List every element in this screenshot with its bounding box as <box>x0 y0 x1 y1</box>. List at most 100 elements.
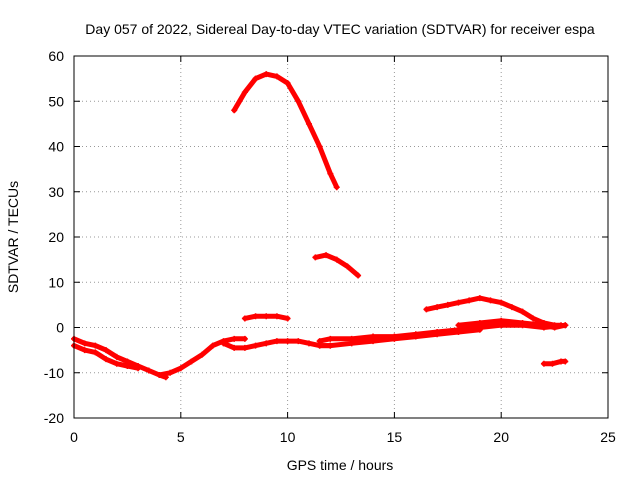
data-point <box>188 358 195 365</box>
data-point <box>466 297 473 304</box>
data-point <box>273 73 280 80</box>
series-line-arc-5 <box>231 71 340 190</box>
data-point <box>444 301 451 308</box>
data-point <box>476 326 483 333</box>
data-point <box>156 372 163 379</box>
series-line-arc-1 <box>71 336 169 380</box>
data-point <box>263 340 270 347</box>
data-point <box>327 170 334 177</box>
x-tick-label: 20 <box>493 429 509 445</box>
y-tick-label: 40 <box>48 139 64 155</box>
data-point <box>455 299 462 306</box>
data-point <box>135 365 142 372</box>
data-point <box>92 342 99 349</box>
data-point <box>316 342 323 349</box>
data-point <box>370 338 377 345</box>
data-point <box>92 349 99 356</box>
data-point <box>508 304 515 311</box>
x-tick-label: 0 <box>70 429 78 445</box>
data-point <box>333 184 340 191</box>
data-point <box>273 313 280 320</box>
data-points <box>71 71 569 381</box>
x-tick-label: 10 <box>280 429 296 445</box>
data-point <box>81 347 88 354</box>
data-point <box>316 143 323 150</box>
data-point <box>220 340 227 347</box>
data-point <box>487 297 494 304</box>
y-tick-label: 10 <box>48 274 64 290</box>
ticks: 0 5 10 15 20 25 -20 -10 0 10 20 30 40 50 60 <box>44 48 616 445</box>
data-point <box>284 80 291 87</box>
data-point <box>103 356 110 363</box>
data-point <box>423 306 430 313</box>
data-point <box>81 340 88 347</box>
data-point <box>241 315 248 322</box>
data-point <box>241 344 248 351</box>
data-point <box>476 319 483 326</box>
data-point <box>434 304 441 311</box>
data-point <box>252 342 259 349</box>
data-point <box>252 75 259 82</box>
data-point <box>113 353 120 360</box>
data-point <box>231 344 238 351</box>
x-tick-label: 5 <box>177 429 185 445</box>
data-point <box>284 338 291 345</box>
data-point <box>124 362 131 369</box>
data-point <box>412 333 419 340</box>
data-point <box>323 252 330 259</box>
y-tick-label: 0 <box>56 320 64 336</box>
data-point <box>295 98 302 105</box>
data-point <box>562 322 569 329</box>
data-point <box>549 360 556 367</box>
data-point <box>305 340 312 347</box>
data-point <box>263 313 270 320</box>
data-point <box>103 347 110 354</box>
data-point <box>391 335 398 342</box>
data-point <box>241 89 248 96</box>
data-point <box>455 322 462 329</box>
data-point <box>199 351 206 358</box>
data-point <box>295 338 302 345</box>
data-point <box>540 322 547 329</box>
chart-title: Day 057 of 2022, Sidereal Day-to-day VTE… <box>85 21 595 37</box>
x-tick-label: 15 <box>387 429 403 445</box>
data-point <box>530 315 537 322</box>
data-point <box>344 263 351 270</box>
y-tick-label: -10 <box>44 365 64 381</box>
y-tick-label: 50 <box>48 93 64 109</box>
y-tick-label: 60 <box>48 48 64 64</box>
data-point <box>231 107 238 114</box>
data-point <box>231 335 238 342</box>
data-point <box>177 365 184 372</box>
data-point <box>252 313 259 320</box>
data-point <box>167 369 174 376</box>
data-point <box>498 317 505 324</box>
y-tick-label: 30 <box>48 184 64 200</box>
data-point <box>551 324 558 331</box>
grid <box>74 56 608 418</box>
y-tick-label: 20 <box>48 229 64 245</box>
y-tick-label: -20 <box>44 410 64 426</box>
data-point <box>519 319 526 326</box>
data-point <box>209 342 216 349</box>
data-point <box>312 254 319 261</box>
data-point <box>476 295 483 302</box>
data-point <box>241 335 248 342</box>
data-point <box>145 367 152 374</box>
data-point <box>355 272 362 279</box>
data-point <box>540 360 547 367</box>
data-point <box>113 360 120 367</box>
y-axis-label: SDTVAR / TECUs <box>5 181 21 293</box>
x-axis-label: GPS time / hours <box>287 457 394 473</box>
data-point <box>263 71 270 78</box>
data-point <box>284 315 291 322</box>
x-tick-label: 25 <box>600 429 616 445</box>
data-point <box>519 308 526 315</box>
data-point <box>498 299 505 306</box>
data-point <box>327 342 334 349</box>
data-point <box>327 335 334 342</box>
data-point <box>273 338 280 345</box>
data-point <box>305 120 312 127</box>
data-point <box>455 329 462 336</box>
